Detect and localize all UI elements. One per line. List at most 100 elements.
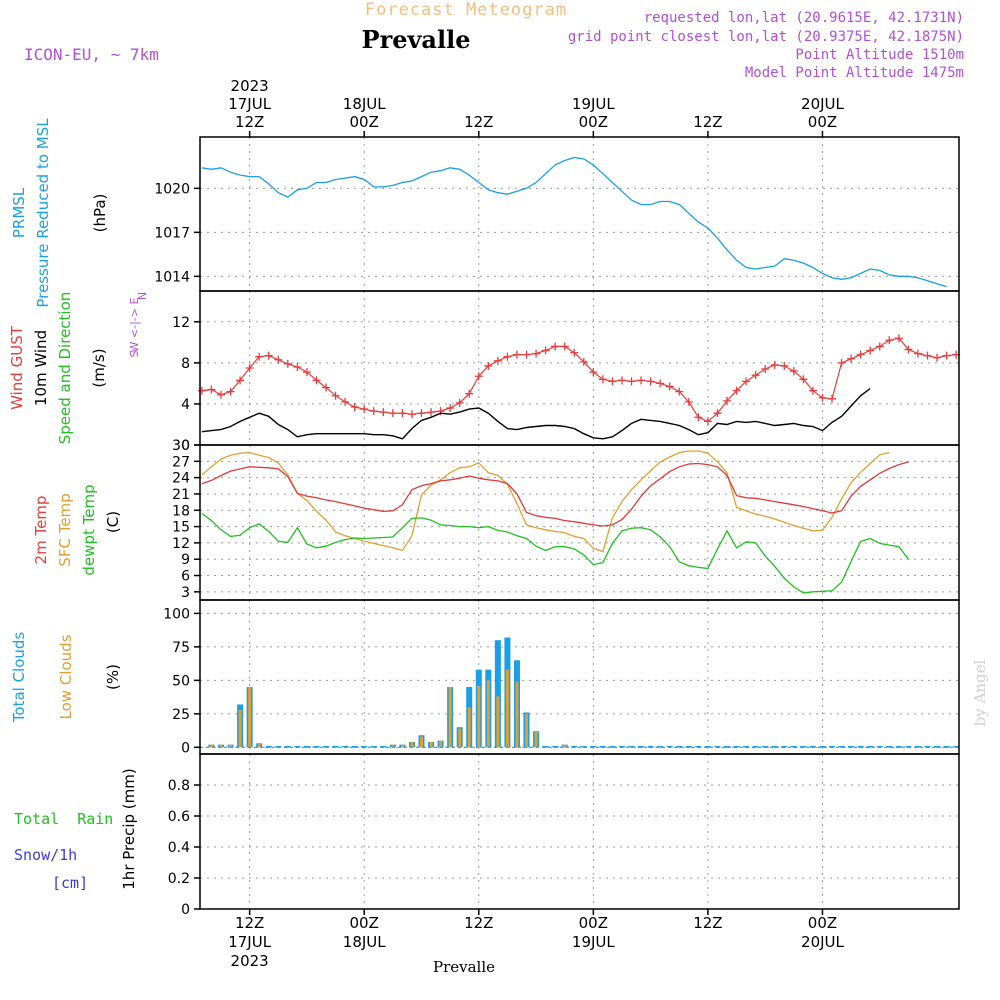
gust-marker xyxy=(245,364,254,372)
bottom-day-label: 18JUL xyxy=(343,933,386,951)
low-cloud-bar xyxy=(353,747,357,749)
top-day-label: 20JUL xyxy=(801,95,844,113)
bottom-hour-label: 00Z xyxy=(579,914,608,932)
y-tick-label: 0.8 xyxy=(168,778,190,794)
gust-marker xyxy=(312,376,321,385)
total-cloud-bar xyxy=(323,745,330,748)
wind-dir-label: Speed and Direction xyxy=(56,292,74,445)
panel-frame xyxy=(199,599,960,755)
total-cloud-bar xyxy=(790,745,797,748)
total-cloud-bar xyxy=(275,745,282,748)
bottom-hour-label: 12Z xyxy=(464,914,493,932)
top-year-label: 2023 xyxy=(231,77,269,95)
gust-label: Wind GUST xyxy=(8,325,26,410)
total-cloud-bar xyxy=(838,745,845,748)
total-cloud-bar xyxy=(695,745,702,748)
gust-marker xyxy=(761,365,770,374)
low-cloud-bar xyxy=(563,744,567,748)
gust-marker xyxy=(894,334,903,343)
low-cloud-bar xyxy=(639,747,643,749)
low-cloud-bar xyxy=(582,747,586,749)
total-cloud-bar xyxy=(934,745,941,748)
subtitle: Forecast Meteogram xyxy=(365,0,567,20)
bottom-hour-label: 00Z xyxy=(350,914,379,932)
y-tick-label: 1020 xyxy=(154,181,190,197)
low-cloud-bar xyxy=(209,744,213,748)
gust-marker xyxy=(703,417,712,426)
compass-s: S xyxy=(128,350,141,357)
gust-marker xyxy=(808,386,817,395)
total-cloud-bar xyxy=(265,745,272,748)
gust-marker xyxy=(522,350,531,359)
pressure-line xyxy=(201,156,947,288)
low-cloud-bar xyxy=(677,747,681,749)
total-cloud-bar xyxy=(618,745,625,748)
y-tick-label: 0 xyxy=(181,902,190,918)
low-cloud-bar xyxy=(477,685,481,748)
gust-marker xyxy=(732,386,741,395)
gust-marker xyxy=(923,351,932,360)
dewpt-line xyxy=(201,512,909,594)
y-tick-label: 1017 xyxy=(154,225,190,241)
gust-marker xyxy=(398,409,407,418)
low-cloud-bar xyxy=(849,747,853,749)
total-cloud-bar xyxy=(284,745,291,748)
low-cloud-bar xyxy=(754,747,758,749)
top-hour-label: 12Z xyxy=(235,113,264,131)
gust-marker xyxy=(837,358,846,367)
total-cloud-bar xyxy=(361,745,368,748)
low-cloud-bar xyxy=(868,747,872,749)
gust-marker xyxy=(847,354,856,363)
low-cloud-bar xyxy=(248,687,252,748)
total-cloud-bar xyxy=(714,745,721,748)
low-cloud-bar xyxy=(381,747,385,749)
gust-marker xyxy=(255,352,264,361)
gust-marker xyxy=(856,350,865,359)
compass-rose: W <-|-> E xyxy=(128,298,141,353)
gust-marker xyxy=(197,386,206,395)
gust-marker xyxy=(904,345,913,354)
y-tick-label: 25 xyxy=(172,707,190,723)
total-cloud-bar xyxy=(829,745,836,748)
low-cloud-bar xyxy=(219,744,223,748)
y-tick-label: 27 xyxy=(172,454,190,470)
gust-marker xyxy=(369,407,378,416)
total-cloud-bar xyxy=(848,745,855,748)
panel-frame xyxy=(199,136,960,292)
gust-marker xyxy=(512,350,521,359)
gust-marker xyxy=(627,377,636,386)
total-cloud-bar xyxy=(743,745,750,748)
total-cloud-bar xyxy=(351,745,358,748)
gust-marker xyxy=(417,409,426,418)
gust-marker xyxy=(828,394,837,403)
gust-marker xyxy=(646,377,655,386)
gust-marker xyxy=(751,371,760,380)
total-cloud-bar xyxy=(857,745,864,748)
low-cloud-bar xyxy=(391,744,395,748)
y-tick-label: 0.6 xyxy=(168,809,190,825)
wind10m-label: 10m Wind xyxy=(32,330,50,406)
temp-unit: (C) xyxy=(104,511,122,533)
total-cloud-bar xyxy=(704,745,711,748)
y-tick-label: 4 xyxy=(181,397,190,413)
total-cloud-bar xyxy=(647,745,654,748)
gust-marker xyxy=(407,410,416,419)
precip-unit: 1hr Precip (mm) xyxy=(120,768,138,889)
low-cloud-bar xyxy=(505,669,509,748)
low-cloud-bar xyxy=(658,747,662,749)
total-cloud-bar xyxy=(303,745,310,748)
sfc-temp-line xyxy=(201,450,890,553)
gust-marker xyxy=(637,376,646,385)
low-cloud-bar xyxy=(458,728,462,748)
y-tick-label: 9 xyxy=(181,552,190,568)
low-cloud-bar xyxy=(467,707,471,748)
gust-marker xyxy=(427,408,436,417)
y-tick-label: 15 xyxy=(172,520,190,536)
gust-marker xyxy=(656,379,665,388)
gust-marker xyxy=(341,397,350,406)
clouds-unit: (%) xyxy=(104,664,122,690)
top-hour-label: 00Z xyxy=(808,113,837,131)
gust-marker xyxy=(474,372,483,381)
total-cloud-bar xyxy=(313,745,320,748)
low-cloud-bar xyxy=(773,747,777,749)
